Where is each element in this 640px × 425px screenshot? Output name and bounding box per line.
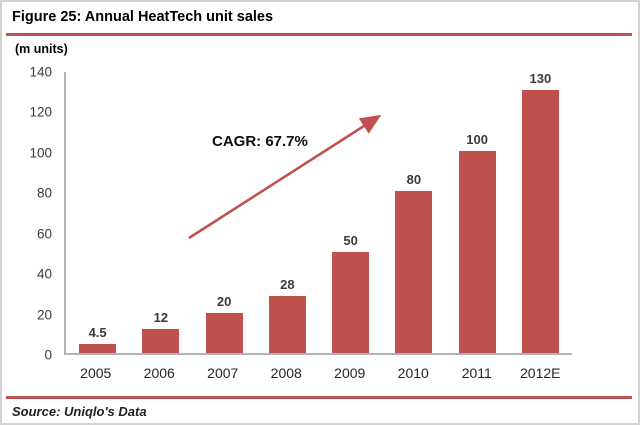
bar	[395, 191, 433, 353]
x-tick-label: 2006	[143, 365, 175, 381]
bar-slot: 28	[256, 278, 319, 353]
x-tick-label: 2009	[334, 365, 366, 381]
y-tick-label: 100	[29, 145, 52, 161]
bar	[521, 90, 559, 353]
bar	[142, 328, 180, 353]
bar-value-label: 28	[280, 277, 295, 293]
bar-value-label: 20	[216, 293, 232, 309]
x-axis-labels: 2005 2006 2007 2008 2009 2010 2011 2012E	[64, 365, 572, 381]
figure-title: Figure 25: Annual HeatTech unit sales	[12, 9, 274, 25]
bar-value-label: 80	[406, 172, 422, 188]
bar-slot: 12	[129, 311, 192, 353]
bar-slot: 50	[319, 234, 382, 353]
y-tick-label: 80	[36, 185, 52, 201]
plot-area: 4.5 12 20 28 50 80 100 130	[64, 72, 572, 355]
bar	[268, 296, 306, 353]
bar	[205, 312, 243, 353]
y-tick-label: 0	[44, 347, 52, 363]
x-tick-label: 2008	[270, 365, 302, 381]
y-tick-label: 40	[36, 266, 52, 282]
x-tick-label: 2012E	[520, 365, 561, 381]
y-tick-label: 60	[36, 225, 52, 241]
bar-value-label: 12	[153, 309, 169, 325]
x-tick-label: 2005	[80, 365, 112, 381]
bar-value-label: 50	[343, 232, 358, 248]
x-tick-label: 2011	[461, 365, 492, 381]
x-tick-label: 2007	[207, 365, 239, 381]
x-tick-label: 2010	[397, 365, 429, 381]
bar-value-label: 4.5	[88, 324, 107, 340]
bar-slot: 20	[193, 295, 256, 353]
y-tick-label: 20	[36, 306, 52, 322]
bar	[332, 251, 370, 353]
bar-slot: 4.5	[66, 326, 129, 353]
bar-slot: 80	[382, 173, 445, 353]
bar	[458, 150, 496, 353]
bar-slot: 100	[446, 133, 509, 353]
y-tick-label: 120	[29, 104, 52, 120]
title-rule	[6, 33, 632, 36]
bar-value-label: 130	[529, 71, 552, 87]
y-tick-label: 140	[29, 64, 52, 80]
bar	[79, 343, 117, 353]
footer-rule	[6, 396, 632, 399]
y-axis-units-label: (m units)	[15, 42, 68, 56]
source-note: Source: Uniqlo's Data	[12, 404, 147, 419]
bar-slot: 130	[509, 72, 572, 353]
bar-value-label: 100	[466, 131, 488, 147]
cagr-annotation: CAGR: 67.7%	[212, 133, 308, 150]
